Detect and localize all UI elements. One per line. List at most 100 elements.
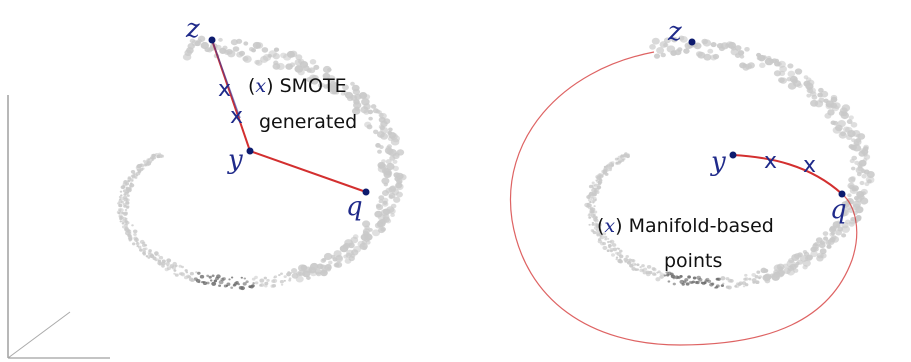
manifold-dot bbox=[273, 276, 276, 279]
manifold-dot bbox=[773, 70, 782, 77]
manifold-dot bbox=[280, 283, 284, 286]
manifold-dot bbox=[811, 94, 818, 100]
manifold-dot bbox=[611, 253, 615, 257]
manifold-right bbox=[584, 35, 875, 290]
manifold-dot bbox=[370, 104, 377, 109]
manifold-dot bbox=[850, 121, 858, 128]
manifold-dot bbox=[725, 285, 730, 289]
manifold-dot bbox=[700, 281, 704, 285]
manifold-dot bbox=[696, 275, 702, 280]
manifold-dot bbox=[222, 45, 228, 50]
manifold-annotation-line1: (x) Manifold-based bbox=[597, 215, 774, 237]
manifold-dot bbox=[388, 194, 394, 200]
manifold-dot bbox=[272, 53, 280, 60]
manifold-dot bbox=[609, 240, 612, 243]
manifold-dot bbox=[840, 210, 848, 217]
manifold-dot bbox=[383, 170, 392, 179]
manifold-dot bbox=[381, 189, 390, 197]
manifold-dot bbox=[123, 211, 128, 215]
manifold-dot bbox=[703, 53, 712, 61]
manifold-dot bbox=[617, 258, 623, 264]
manifold-dot bbox=[129, 183, 135, 188]
manifold-dot bbox=[130, 174, 134, 178]
manifold-dot bbox=[593, 210, 598, 214]
manifold-dot bbox=[758, 276, 761, 280]
manifold-dot bbox=[399, 174, 407, 181]
manifold-dot bbox=[390, 138, 400, 146]
manifold-dot bbox=[147, 256, 151, 259]
manifold-dot bbox=[846, 134, 853, 140]
manifold-dot bbox=[266, 278, 270, 282]
smote-segment-y-q bbox=[249, 150, 367, 193]
manifold-dot bbox=[841, 233, 847, 238]
manifold-dot bbox=[280, 272, 283, 275]
manifold-dot bbox=[602, 245, 608, 250]
manifold-dot bbox=[715, 277, 719, 281]
manifold-dot bbox=[154, 251, 159, 256]
manifold-dot bbox=[679, 36, 688, 43]
point-q-label-right: q bbox=[830, 195, 847, 225]
manifold-dot bbox=[211, 281, 217, 286]
manifold-dot bbox=[381, 177, 390, 185]
manifold-dot bbox=[276, 62, 285, 71]
manifold-dot bbox=[178, 272, 183, 276]
manifold-dot bbox=[623, 157, 626, 161]
manifold-dot bbox=[846, 119, 853, 125]
manifold-dot bbox=[665, 271, 669, 274]
manifold-dot bbox=[679, 274, 683, 278]
manifold-dot bbox=[121, 219, 127, 224]
manifold-dot bbox=[759, 62, 766, 69]
manifold-dot bbox=[230, 276, 234, 279]
manifold-dot bbox=[366, 124, 373, 130]
smote-segment-z-y-overlay bbox=[211, 39, 241, 119]
manifold-path-y-q bbox=[732, 154, 843, 195]
manifold-dot bbox=[141, 167, 145, 170]
manifold-dot bbox=[259, 284, 263, 287]
manifold-dot bbox=[344, 258, 352, 264]
manifold-dot bbox=[832, 120, 839, 126]
manifold-annotation-line2: points bbox=[664, 250, 722, 272]
manifold-dot bbox=[228, 278, 231, 281]
manifold-dot bbox=[722, 282, 725, 285]
manifold-dot bbox=[594, 183, 598, 187]
manifold-dot bbox=[709, 282, 714, 287]
manifold-dot bbox=[123, 180, 128, 183]
manifold-dot bbox=[818, 242, 826, 249]
manifold-dot bbox=[606, 237, 610, 240]
manifold-dot bbox=[814, 100, 824, 108]
manifold-dot bbox=[606, 167, 610, 170]
manifold-dot bbox=[393, 196, 401, 203]
manifold-dot bbox=[381, 201, 389, 207]
manifold-dot bbox=[173, 269, 177, 272]
manifold-dot bbox=[624, 152, 628, 156]
manifold-dot bbox=[197, 271, 201, 275]
manifold-dot bbox=[133, 232, 137, 237]
manifold-dot bbox=[316, 263, 324, 270]
point-y-label-right: y bbox=[710, 147, 726, 177]
manifold-dot bbox=[385, 218, 392, 224]
manifold-dot bbox=[376, 204, 384, 211]
manifold-dot bbox=[118, 199, 123, 204]
manifold-dot bbox=[131, 242, 136, 246]
manifold-dot bbox=[380, 132, 389, 140]
manifold-dot bbox=[173, 272, 176, 275]
manifold-dot bbox=[298, 264, 307, 272]
manifold-dot bbox=[188, 277, 194, 282]
manifold-dot bbox=[861, 174, 867, 179]
manifold-dot bbox=[663, 37, 671, 44]
manifold-dot bbox=[591, 181, 595, 185]
manifold-dot bbox=[339, 245, 349, 253]
manifold-dot bbox=[660, 52, 666, 58]
manifold-left bbox=[116, 35, 407, 291]
manifold-dot bbox=[747, 62, 755, 69]
manifold-dot bbox=[849, 187, 858, 195]
manifold-dot bbox=[659, 274, 664, 279]
manifold-dot bbox=[392, 159, 398, 164]
manifold-dot bbox=[328, 260, 333, 265]
manifold-dot bbox=[385, 159, 392, 165]
manifold-dot bbox=[692, 276, 697, 280]
manifold-dot bbox=[123, 195, 128, 200]
manifold-dot bbox=[645, 270, 650, 275]
manifold-dot bbox=[594, 187, 598, 191]
